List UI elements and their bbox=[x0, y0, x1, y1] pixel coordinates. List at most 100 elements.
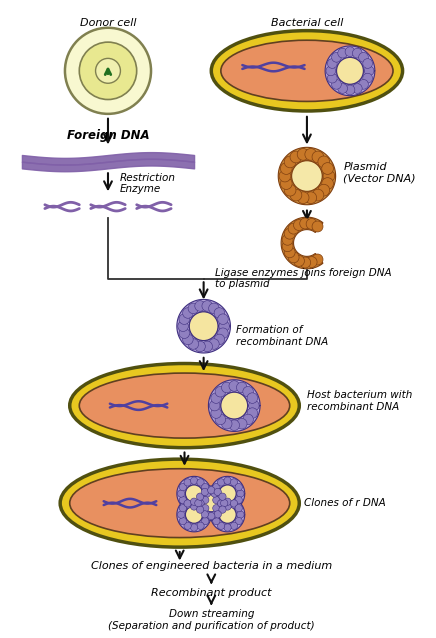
Circle shape bbox=[213, 517, 220, 524]
Circle shape bbox=[201, 510, 208, 518]
Circle shape bbox=[179, 505, 187, 512]
Polygon shape bbox=[281, 217, 323, 269]
Circle shape bbox=[219, 506, 236, 523]
Circle shape bbox=[331, 80, 341, 89]
Circle shape bbox=[318, 156, 330, 168]
Circle shape bbox=[230, 522, 238, 530]
Circle shape bbox=[195, 341, 205, 352]
Text: Restriction
Enzyme: Restriction Enzyme bbox=[119, 173, 175, 195]
Circle shape bbox=[284, 184, 296, 196]
Circle shape bbox=[197, 493, 204, 500]
Circle shape bbox=[218, 478, 225, 486]
Circle shape bbox=[363, 59, 372, 68]
Circle shape bbox=[224, 524, 231, 531]
Circle shape bbox=[312, 221, 323, 232]
Circle shape bbox=[218, 328, 228, 339]
Circle shape bbox=[215, 387, 226, 397]
Circle shape bbox=[247, 408, 258, 419]
Circle shape bbox=[197, 478, 204, 486]
Circle shape bbox=[230, 478, 238, 486]
Circle shape bbox=[201, 488, 208, 496]
Ellipse shape bbox=[211, 31, 402, 111]
Circle shape bbox=[211, 490, 218, 497]
Circle shape bbox=[236, 382, 247, 393]
Circle shape bbox=[209, 339, 219, 349]
Circle shape bbox=[213, 496, 220, 503]
Circle shape bbox=[331, 52, 341, 62]
Circle shape bbox=[201, 517, 209, 524]
Circle shape bbox=[312, 254, 323, 265]
Circle shape bbox=[352, 84, 362, 93]
Text: Foreign DNA: Foreign DNA bbox=[67, 129, 149, 142]
Circle shape bbox=[235, 505, 242, 512]
Circle shape bbox=[312, 151, 324, 163]
Circle shape bbox=[230, 501, 238, 508]
Circle shape bbox=[229, 381, 239, 391]
Circle shape bbox=[179, 484, 187, 491]
Circle shape bbox=[293, 255, 304, 267]
Circle shape bbox=[197, 500, 204, 507]
Circle shape bbox=[195, 500, 202, 507]
Circle shape bbox=[224, 498, 231, 505]
Circle shape bbox=[214, 510, 221, 518]
Ellipse shape bbox=[60, 459, 299, 547]
Circle shape bbox=[290, 151, 302, 163]
Circle shape bbox=[188, 303, 199, 314]
Circle shape bbox=[235, 517, 242, 524]
Circle shape bbox=[213, 484, 220, 491]
Circle shape bbox=[184, 501, 191, 508]
Polygon shape bbox=[177, 498, 211, 532]
Circle shape bbox=[195, 300, 205, 311]
Circle shape bbox=[202, 300, 212, 311]
Circle shape bbox=[177, 490, 185, 497]
Circle shape bbox=[185, 506, 203, 523]
Circle shape bbox=[292, 161, 322, 191]
Ellipse shape bbox=[79, 42, 136, 100]
Circle shape bbox=[236, 419, 247, 429]
Circle shape bbox=[288, 252, 299, 263]
Circle shape bbox=[221, 382, 232, 393]
Circle shape bbox=[179, 496, 187, 503]
Circle shape bbox=[224, 503, 231, 510]
Circle shape bbox=[219, 493, 226, 500]
Circle shape bbox=[221, 500, 228, 507]
Ellipse shape bbox=[70, 469, 290, 538]
Circle shape bbox=[201, 505, 209, 512]
Circle shape bbox=[229, 420, 239, 431]
Circle shape bbox=[338, 84, 347, 93]
Circle shape bbox=[221, 419, 232, 429]
Circle shape bbox=[201, 496, 209, 503]
Polygon shape bbox=[210, 477, 245, 511]
Polygon shape bbox=[177, 299, 230, 353]
Circle shape bbox=[297, 192, 309, 204]
Circle shape bbox=[297, 149, 309, 160]
Text: Down streaming
(Separation and purification of product): Down streaming (Separation and purificat… bbox=[108, 609, 315, 631]
Circle shape bbox=[179, 328, 190, 339]
Circle shape bbox=[323, 170, 335, 182]
Circle shape bbox=[197, 501, 204, 508]
Circle shape bbox=[201, 484, 209, 491]
Circle shape bbox=[184, 522, 191, 530]
Circle shape bbox=[183, 308, 193, 318]
Circle shape bbox=[209, 303, 219, 314]
Circle shape bbox=[306, 256, 317, 267]
Circle shape bbox=[219, 506, 226, 513]
Circle shape bbox=[282, 241, 293, 251]
Circle shape bbox=[279, 170, 291, 182]
Ellipse shape bbox=[70, 364, 299, 448]
Circle shape bbox=[284, 247, 295, 258]
Circle shape bbox=[197, 522, 204, 530]
Circle shape bbox=[213, 505, 220, 512]
Circle shape bbox=[184, 500, 191, 507]
Circle shape bbox=[191, 498, 198, 505]
Circle shape bbox=[312, 189, 324, 201]
Text: Ligase enzymes joins foreign DNA
to plasmid: Ligase enzymes joins foreign DNA to plas… bbox=[215, 267, 392, 289]
Circle shape bbox=[188, 339, 199, 349]
Circle shape bbox=[243, 387, 253, 397]
Circle shape bbox=[327, 73, 337, 83]
Circle shape bbox=[215, 414, 226, 425]
Circle shape bbox=[208, 487, 215, 494]
Circle shape bbox=[305, 192, 317, 204]
Circle shape bbox=[211, 511, 218, 518]
Circle shape bbox=[209, 400, 220, 411]
